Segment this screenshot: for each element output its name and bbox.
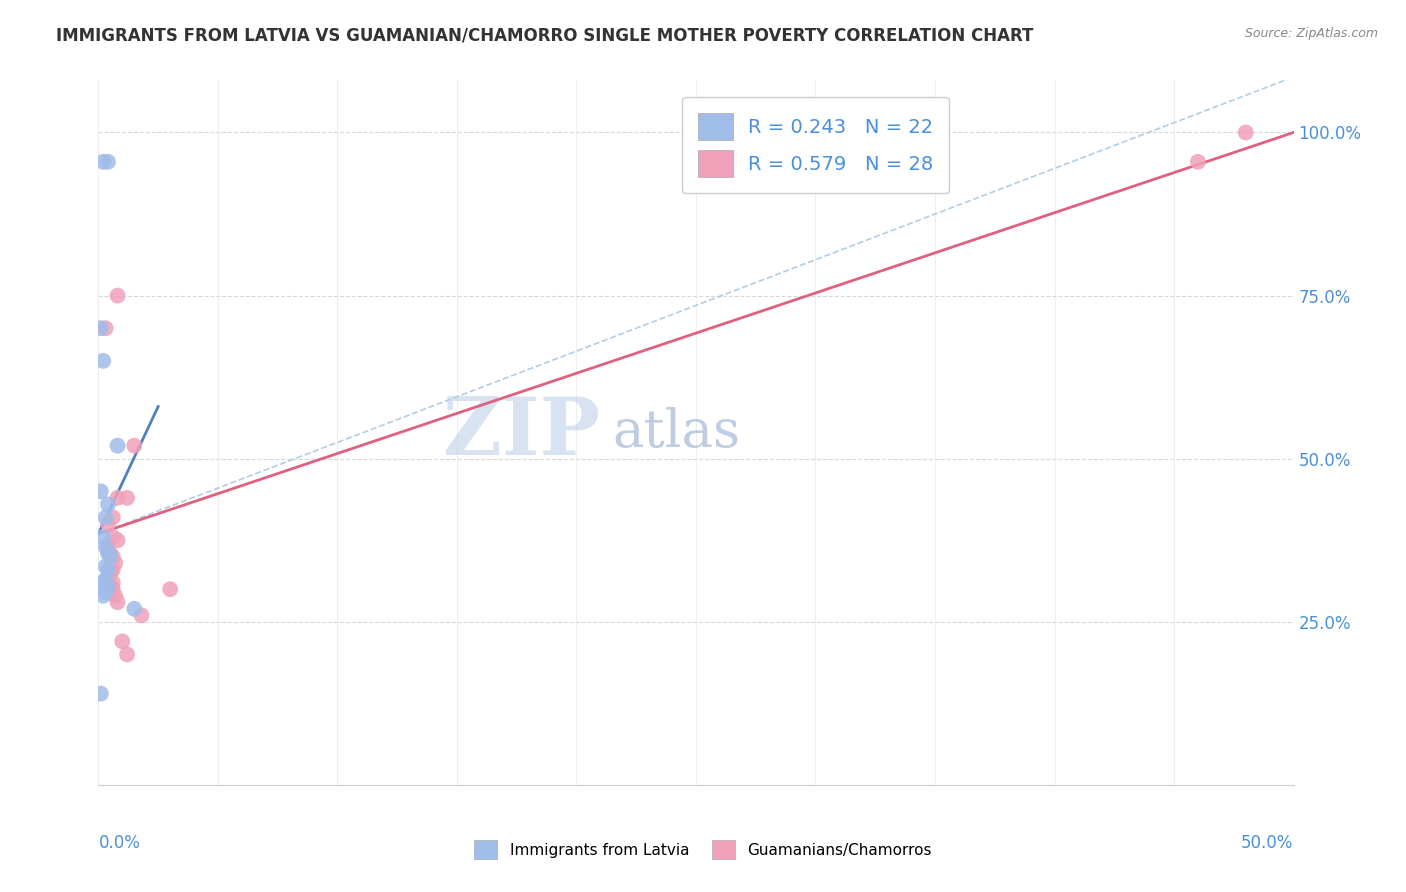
Text: atlas: atlas [613, 407, 741, 458]
Point [97, 516, 120, 531]
Point [90, 321, 112, 335]
Point [94, 559, 117, 574]
Point [107, 533, 129, 548]
Point [97, 573, 120, 587]
Point [111, 634, 134, 648]
Point [98, 559, 122, 574]
Legend: R = 0.243   N = 22, R = 0.579   N = 28: R = 0.243 N = 22, R = 0.579 N = 28 [682, 97, 949, 193]
Point [1187, 154, 1209, 169]
Point [107, 491, 129, 505]
Point [91, 154, 114, 169]
Point [107, 439, 129, 453]
Point [107, 595, 129, 609]
Point [97, 540, 120, 554]
Point [115, 491, 138, 505]
Point [94, 582, 117, 597]
Point [131, 608, 153, 623]
Point [124, 602, 146, 616]
Point [115, 648, 138, 662]
Point [98, 566, 122, 580]
Point [101, 549, 124, 564]
Point [98, 549, 122, 564]
Point [90, 484, 112, 499]
Point [101, 575, 124, 590]
Point [94, 321, 117, 335]
Point [97, 154, 120, 169]
Point [97, 563, 120, 577]
Point [107, 288, 129, 302]
Point [101, 510, 124, 524]
Point [101, 563, 124, 577]
Point [159, 582, 181, 597]
Point [91, 575, 114, 590]
Point [90, 687, 112, 701]
Point [94, 585, 117, 599]
Point [91, 589, 114, 603]
Point [94, 510, 117, 524]
Point [98, 579, 122, 593]
Legend: Immigrants from Latvia, Guamanians/Chamorros: Immigrants from Latvia, Guamanians/Chamo… [467, 832, 939, 866]
Point [94, 540, 117, 554]
Point [97, 546, 120, 560]
Point [94, 573, 117, 587]
Point [97, 579, 120, 593]
Point [104, 589, 127, 603]
Point [101, 582, 124, 597]
Point [104, 556, 127, 570]
Point [101, 530, 124, 544]
Point [124, 439, 146, 453]
Text: 0.0%: 0.0% [98, 834, 141, 852]
Point [1234, 126, 1257, 140]
Text: ZIP: ZIP [443, 393, 600, 472]
Point [91, 530, 114, 544]
Text: IMMIGRANTS FROM LATVIA VS GUAMANIAN/CHAMORRO SINGLE MOTHER POVERTY CORRELATION C: IMMIGRANTS FROM LATVIA VS GUAMANIAN/CHAM… [56, 27, 1033, 45]
Point [98, 546, 122, 560]
Point [91, 354, 114, 368]
Text: Source: ZipAtlas.com: Source: ZipAtlas.com [1244, 27, 1378, 40]
Text: 50.0%: 50.0% [1241, 834, 1294, 852]
Point [97, 497, 120, 511]
